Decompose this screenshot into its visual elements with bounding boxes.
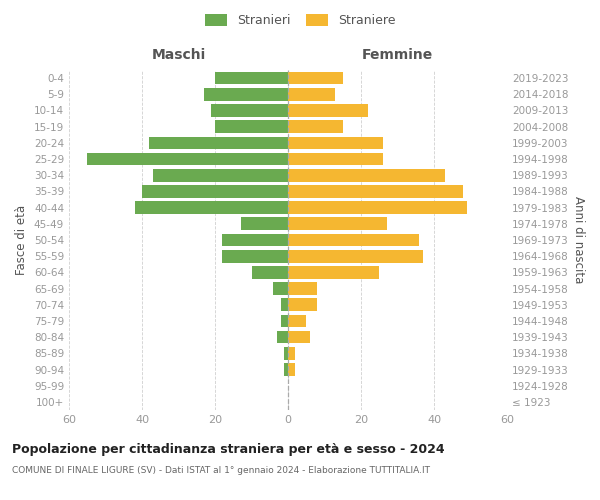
Bar (288, 347, 295, 360)
Bar (274, 282, 288, 295)
Bar (284, 347, 288, 360)
Bar (204, 88, 288, 101)
Bar (288, 104, 368, 117)
Bar (134, 202, 288, 214)
Text: COMUNE DI FINALE LIGURE (SV) - Dati ISTAT al 1° gennaio 2024 - Elaborazione TUTT: COMUNE DI FINALE LIGURE (SV) - Dati ISTA… (12, 466, 430, 475)
Bar (284, 363, 288, 376)
Bar (288, 234, 419, 246)
Bar (223, 234, 288, 246)
Bar (288, 202, 467, 214)
Bar (288, 185, 463, 198)
Bar (288, 136, 383, 149)
Bar (211, 104, 288, 117)
Bar (288, 72, 343, 85)
Bar (288, 120, 343, 133)
Y-axis label: Fasce di età: Fasce di età (16, 205, 28, 275)
Bar (288, 250, 423, 262)
Bar (277, 331, 288, 344)
Text: Maschi: Maschi (151, 48, 206, 62)
Bar (288, 331, 310, 344)
Bar (215, 120, 288, 133)
Text: Femmine: Femmine (362, 48, 433, 62)
Text: Popolazione per cittadinanza straniera per età e sesso - 2024: Popolazione per cittadinanza straniera p… (12, 442, 445, 456)
Bar (281, 298, 288, 311)
Bar (153, 169, 288, 181)
Bar (223, 250, 288, 262)
Bar (288, 266, 379, 278)
Bar (215, 72, 288, 85)
Bar (288, 88, 335, 101)
Bar (288, 152, 383, 166)
Bar (288, 282, 317, 295)
Bar (142, 185, 288, 198)
Bar (288, 363, 295, 376)
Bar (288, 298, 317, 311)
Bar (288, 218, 386, 230)
Bar (251, 266, 288, 278)
Bar (288, 314, 306, 328)
Legend: Stranieri, Straniere: Stranieri, Straniere (199, 8, 401, 32)
Bar (87, 152, 288, 166)
Y-axis label: Anni di nascita: Anni di nascita (572, 196, 585, 284)
Bar (288, 169, 445, 181)
Bar (149, 136, 288, 149)
Bar (241, 218, 288, 230)
Bar (281, 314, 288, 328)
